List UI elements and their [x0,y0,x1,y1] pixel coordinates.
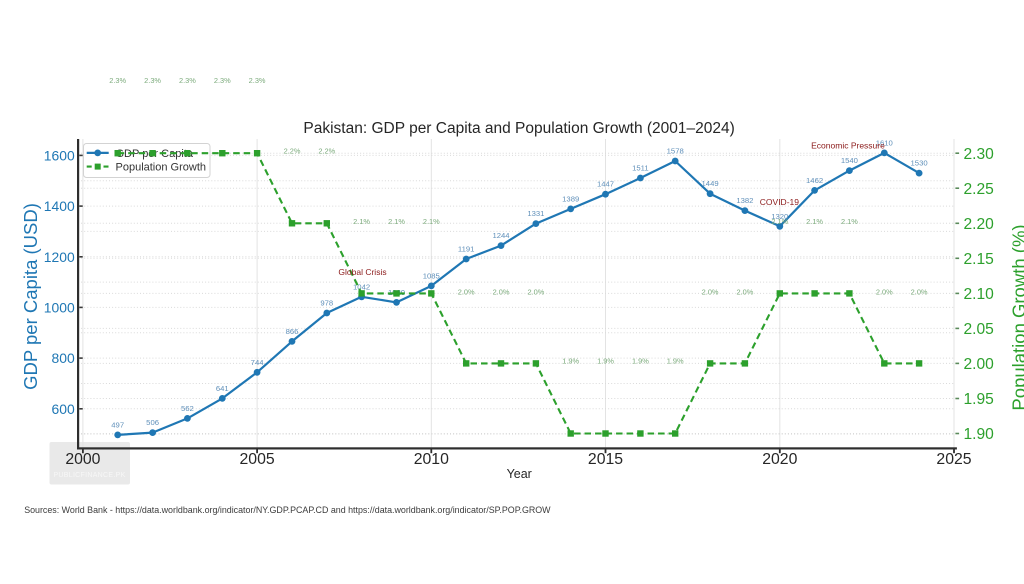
svg-text:2.1%: 2.1% [423,217,440,226]
svg-text:1.9%: 1.9% [597,357,614,366]
svg-text:Sources: World Bank - https://: Sources: World Bank - https://data.world… [24,505,551,515]
svg-text:2.05: 2.05 [964,321,995,338]
svg-text:1.95: 1.95 [964,391,995,408]
svg-text:2.1%: 2.1% [771,217,788,226]
svg-text:2000: 2000 [65,451,100,468]
svg-text:2.20: 2.20 [964,216,995,233]
svg-text:1578: 1578 [667,147,684,156]
svg-text:1447: 1447 [597,180,614,189]
svg-text:1000: 1000 [44,300,75,316]
svg-text:1.9%: 1.9% [667,357,684,366]
svg-text:2.0%: 2.0% [458,287,475,296]
svg-text:1085: 1085 [423,271,440,280]
svg-text:1244: 1244 [492,231,510,240]
svg-text:2.0%: 2.0% [527,287,544,296]
svg-text:1.9%: 1.9% [632,357,649,366]
svg-text:744: 744 [251,358,265,367]
svg-text:COVID-19: COVID-19 [760,197,799,207]
svg-text:866: 866 [286,327,299,336]
svg-text:600: 600 [52,401,75,417]
svg-text:2.1%: 2.1% [388,217,405,226]
svg-text:2.3%: 2.3% [109,76,126,85]
svg-text:506: 506 [146,418,159,427]
svg-text:2.1%: 2.1% [841,217,858,226]
svg-text:2.00: 2.00 [964,356,995,373]
svg-text:562: 562 [181,404,194,413]
svg-text:1400: 1400 [44,198,75,214]
svg-text:1042: 1042 [353,282,370,291]
svg-text:1191: 1191 [458,245,475,254]
svg-text:497: 497 [111,420,124,429]
svg-text:2.0%: 2.0% [493,287,510,296]
svg-text:1540: 1540 [841,156,858,165]
svg-text:Pakistan: GDP per Capita and P: Pakistan: GDP per Capita and Population … [303,120,734,137]
svg-text:2.1%: 2.1% [806,217,823,226]
svg-text:2.3%: 2.3% [144,76,161,85]
svg-text:2.10: 2.10 [964,286,995,303]
svg-text:641: 641 [216,384,229,393]
svg-text:2.30: 2.30 [964,146,995,163]
svg-text:2025: 2025 [936,451,971,468]
svg-text:1320: 1320 [771,212,788,221]
svg-text:1449: 1449 [702,179,719,188]
svg-text:1511: 1511 [632,164,649,173]
svg-text:1600: 1600 [44,148,75,164]
svg-text:2.3%: 2.3% [214,76,231,85]
svg-text:1462: 1462 [806,176,823,185]
svg-text:2.2%: 2.2% [318,146,335,155]
svg-text:2.3%: 2.3% [249,76,266,85]
svg-text:2015: 2015 [588,451,623,468]
svg-text:2020: 2020 [762,451,797,468]
svg-text:1610: 1610 [876,138,893,147]
svg-text:1331: 1331 [527,209,544,218]
svg-text:2.0%: 2.0% [736,287,753,296]
svg-text:Global Crisis: Global Crisis [338,267,386,277]
svg-text:978: 978 [320,299,333,308]
svg-text:1.9%: 1.9% [562,357,579,366]
svg-text:1382: 1382 [736,196,753,205]
svg-text:Year: Year [507,467,532,481]
svg-text:PUBLICFINANCE.PK: PUBLICFINANCE.PK [53,472,125,479]
svg-text:1530: 1530 [911,159,928,168]
svg-text:2010: 2010 [414,451,449,468]
svg-text:1.90: 1.90 [964,426,995,443]
svg-text:Economic Pressure: Economic Pressure [811,140,885,150]
svg-text:800: 800 [52,350,75,366]
svg-text:Population Growth (%): Population Growth (%) [1009,224,1024,410]
svg-text:1200: 1200 [44,249,75,265]
svg-text:2005: 2005 [240,451,275,468]
svg-text:1389: 1389 [562,194,579,203]
svg-text:2.1%: 2.1% [353,217,370,226]
svg-text:2.2%: 2.2% [284,146,301,155]
svg-text:2.15: 2.15 [964,251,995,268]
svg-text:2.0%: 2.0% [911,287,928,296]
svg-text:2.0%: 2.0% [702,287,719,296]
svg-text:Population Growth: Population Growth [116,162,207,174]
svg-text:GDP per Capita (USD): GDP per Capita (USD) [20,203,41,390]
svg-text:2.3%: 2.3% [179,76,196,85]
svg-text:2.25: 2.25 [964,181,995,198]
svg-text:2.0%: 2.0% [876,287,893,296]
